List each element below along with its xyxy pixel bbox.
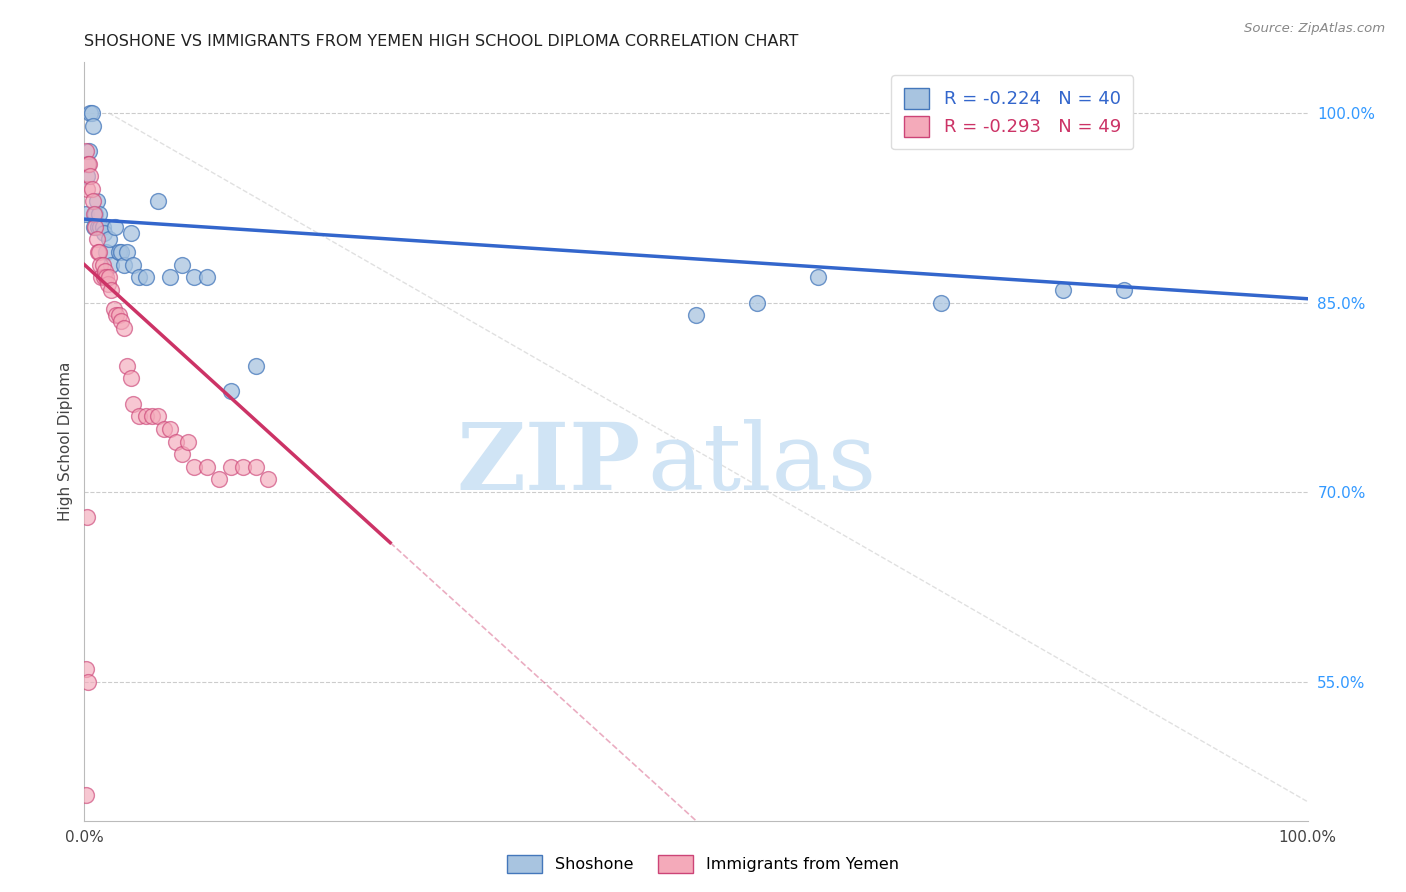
Point [86, 194, 108, 209]
Point [77, 144, 100, 158]
Point [79, 106, 101, 120]
Point [122, 396, 145, 410]
Point [82, 119, 104, 133]
Point [685, 308, 707, 322]
Point [929, 295, 952, 310]
Point [232, 459, 254, 474]
Point [1052, 283, 1074, 297]
Point [96, 270, 118, 285]
Point [75, 662, 97, 676]
Point [87, 219, 110, 234]
Point [100, 283, 122, 297]
Point [112, 258, 135, 272]
Point [110, 244, 132, 259]
Point [93, 270, 115, 285]
Point [75, 207, 97, 221]
Point [172, 447, 194, 461]
Point [75, 789, 97, 803]
Point [135, 270, 157, 285]
Point [135, 409, 157, 424]
Point [128, 409, 150, 424]
Point [120, 371, 142, 385]
Point [84, 207, 107, 221]
Point [115, 359, 138, 373]
Point [141, 409, 163, 424]
Point [115, 244, 138, 259]
Point [97, 232, 120, 246]
Point [195, 270, 218, 285]
Point [183, 459, 205, 474]
Point [87, 207, 110, 221]
Legend: Shoshone, Immigrants from Yemen: Shoshone, Immigrants from Yemen [501, 848, 905, 880]
Legend: R = -0.224   N = 40, R = -0.293   N = 49: R = -0.224 N = 40, R = -0.293 N = 49 [891, 75, 1133, 150]
Point [159, 270, 181, 285]
Point [172, 258, 194, 272]
Point [97, 277, 120, 291]
Point [90, 270, 112, 285]
Point [100, 258, 122, 272]
Point [93, 226, 115, 240]
Point [80, 106, 103, 120]
Point [245, 359, 267, 373]
Point [105, 308, 128, 322]
Point [208, 473, 231, 487]
Point [77, 156, 100, 170]
Point [219, 384, 242, 398]
Point [89, 258, 111, 272]
Point [77, 156, 100, 170]
Point [84, 219, 107, 234]
Point [87, 244, 110, 259]
Point [807, 270, 830, 285]
Point [257, 473, 280, 487]
Text: ZIP: ZIP [457, 419, 641, 509]
Point [79, 169, 101, 184]
Point [86, 232, 108, 246]
Point [77, 674, 100, 689]
Point [195, 459, 218, 474]
Point [89, 219, 111, 234]
Point [165, 434, 187, 449]
Point [82, 194, 104, 209]
Point [103, 301, 125, 316]
Point [80, 182, 103, 196]
Point [159, 422, 181, 436]
Text: SHOSHONE VS IMMIGRANTS FROM YEMEN HIGH SCHOOL DIPLOMA CORRELATION CHART: SHOSHONE VS IMMIGRANTS FROM YEMEN HIGH S… [84, 34, 799, 49]
Point [128, 270, 150, 285]
Point [107, 244, 129, 259]
Point [107, 308, 129, 322]
Text: Source: ZipAtlas.com: Source: ZipAtlas.com [1244, 22, 1385, 36]
Point [1114, 283, 1136, 297]
Point [112, 321, 135, 335]
Point [83, 207, 105, 221]
Point [245, 459, 267, 474]
Point [97, 270, 120, 285]
Point [177, 434, 200, 449]
Point [153, 422, 176, 436]
Point [747, 295, 769, 310]
Point [83, 219, 105, 234]
Point [96, 244, 118, 259]
Point [91, 219, 114, 234]
Point [104, 219, 127, 234]
Point [75, 144, 97, 158]
Point [122, 258, 145, 272]
Y-axis label: High School Diploma: High School Diploma [58, 362, 73, 521]
Point [87, 244, 110, 259]
Point [146, 194, 169, 209]
Point [120, 226, 142, 240]
Point [183, 270, 205, 285]
Point [76, 510, 98, 524]
Point [76, 182, 98, 196]
Point [77, 156, 100, 170]
Point [219, 459, 242, 474]
Point [110, 314, 132, 328]
Text: atlas: atlas [647, 419, 876, 509]
Point [91, 258, 114, 272]
Point [146, 409, 169, 424]
Point [76, 169, 98, 184]
Point [94, 264, 117, 278]
